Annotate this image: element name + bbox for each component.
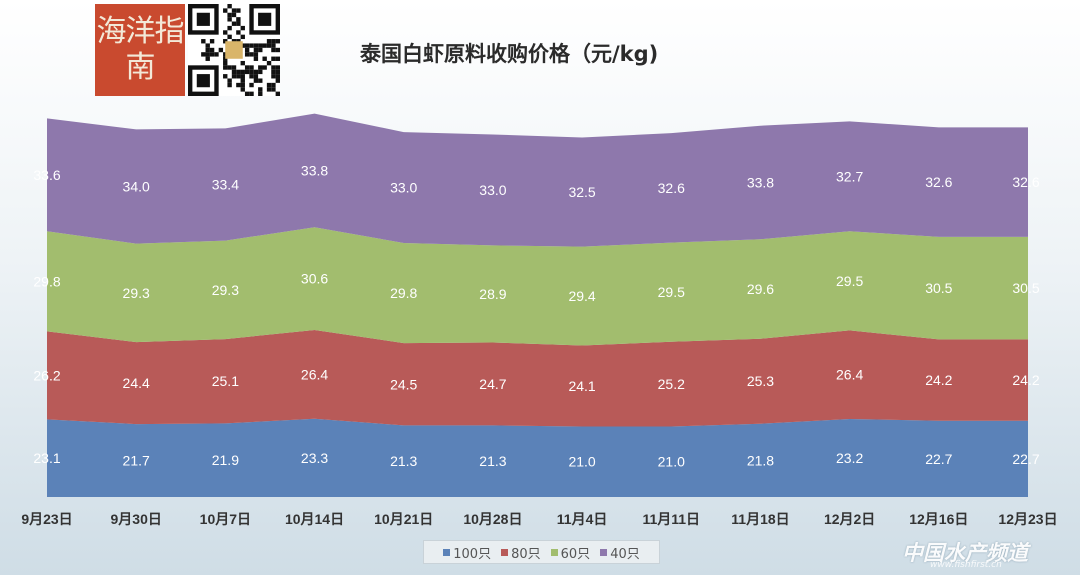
data-label: 30.5	[925, 280, 952, 296]
data-label: 24.7	[479, 376, 506, 392]
data-label: 28.9	[479, 286, 506, 302]
legend-item-4: 40只	[600, 543, 640, 562]
data-label: 23.2	[836, 450, 863, 466]
chart-legend: 100只 80只 60只 40只	[423, 540, 660, 564]
data-label: 29.3	[123, 285, 150, 301]
legend-swatch	[600, 548, 608, 556]
data-label: 21.8	[747, 452, 774, 468]
legend-label: 60只	[560, 546, 591, 562]
data-label: 26.4	[301, 366, 328, 382]
x-tick-label: 9月30日	[111, 511, 162, 527]
data-label: 29.6	[747, 281, 774, 297]
data-label: 32.6	[925, 174, 952, 190]
data-label: 24.5	[390, 376, 417, 392]
data-label: 34.0	[123, 179, 150, 195]
data-label: 29.5	[658, 284, 685, 300]
data-label: 25.3	[747, 373, 774, 389]
x-tick-label: 12月16日	[909, 511, 968, 527]
x-tick-label: 10月7日	[200, 511, 251, 527]
x-tick-label: 11月18日	[731, 511, 789, 527]
area-series-2	[47, 330, 1028, 427]
data-label: 32.6	[658, 180, 685, 196]
data-label: 33.6	[33, 167, 60, 183]
x-tick-label: 10月28日	[463, 511, 522, 527]
data-label: 21.0	[568, 454, 595, 470]
brand-logo-text: 海洋指南	[96, 14, 185, 85]
legend-item-2: 80只	[501, 543, 541, 562]
data-label: 21.7	[123, 453, 150, 469]
legend-swatch	[443, 548, 451, 556]
data-label: 30.6	[301, 271, 328, 287]
watermark-text: 中国水产频道	[902, 541, 1028, 565]
x-tick-label: 10月21日	[374, 511, 433, 527]
data-label: 24.2	[925, 372, 952, 388]
data-label: 24.1	[568, 378, 595, 394]
data-label: 26.2	[33, 367, 60, 383]
data-label: 32.5	[568, 184, 595, 200]
legend-label: 80只	[511, 546, 541, 562]
chart-title: 泰国白虾原料收购价格（元/kg)	[360, 42, 659, 66]
legend-item-1: 100只	[443, 543, 491, 562]
legend-item-3: 60只	[550, 543, 591, 562]
data-label: 21.3	[390, 453, 417, 469]
data-label: 29.8	[33, 273, 60, 289]
data-label: 25.1	[212, 373, 239, 389]
x-tick-label: 12月23日	[998, 511, 1057, 527]
data-label: 24.4	[123, 375, 150, 391]
brand-logo: 海洋指南	[95, 4, 185, 96]
watermark-url: www.fishfirst.cn	[930, 560, 1002, 570]
data-label: 29.4	[568, 288, 595, 304]
data-label: 33.0	[479, 182, 506, 198]
qr-code	[188, 4, 280, 96]
data-label: 22.7	[925, 451, 952, 467]
data-label: 33.8	[301, 162, 328, 178]
data-label: 29.8	[390, 285, 417, 301]
x-tick-label: 10月14日	[285, 511, 344, 527]
data-label: 33.0	[390, 180, 417, 196]
x-tick-label: 12月2日	[824, 511, 875, 527]
legend-swatch	[501, 548, 509, 556]
x-tick-label: 9月23日	[21, 511, 72, 527]
x-tick-label: 11月4日	[557, 511, 608, 527]
data-label: 23.1	[33, 450, 60, 466]
legend-swatch	[550, 548, 558, 556]
area-series-4	[47, 113, 1028, 247]
x-tick-label: 11月11日	[642, 511, 700, 527]
area-series-3	[47, 227, 1028, 346]
data-label: 32.6	[1012, 174, 1039, 190]
data-label: 21.0	[658, 454, 685, 470]
data-label: 21.9	[212, 452, 239, 468]
legend-label: 40只	[610, 546, 640, 562]
data-label: 29.3	[212, 282, 239, 298]
legend-label: 100只	[453, 546, 492, 562]
data-label: 30.5	[1012, 280, 1039, 296]
data-label: 21.3	[479, 453, 506, 469]
data-label: 26.4	[836, 367, 863, 383]
data-label: 23.3	[301, 450, 328, 466]
data-label: 24.2	[1012, 372, 1039, 388]
data-label: 25.2	[658, 376, 685, 392]
data-label: 33.8	[747, 175, 774, 191]
data-label: 33.4	[212, 177, 239, 193]
data-label: 29.5	[836, 273, 863, 289]
data-label: 22.7	[1012, 451, 1039, 467]
data-label: 32.7	[836, 168, 863, 184]
area-series-1	[47, 418, 1028, 497]
